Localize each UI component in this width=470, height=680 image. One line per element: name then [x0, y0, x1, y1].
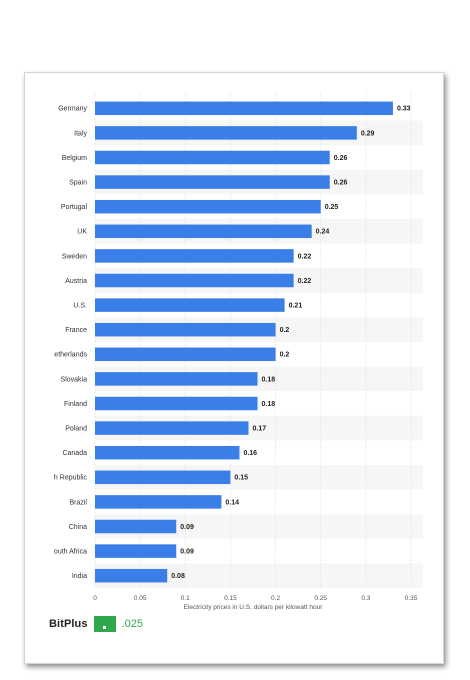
bar: [95, 396, 258, 411]
bar: [95, 495, 222, 509]
brand-badge-icon: [93, 616, 116, 632]
value-label: 0.33: [397, 106, 411, 113]
category-label: Spain: [69, 180, 87, 187]
bar: [95, 126, 357, 140]
brand-name: BitPlus: [49, 618, 88, 630]
value-label: 0.22: [298, 253, 312, 260]
brand-footer: BitPlus .025: [49, 616, 143, 632]
bar: [95, 421, 249, 435]
category-label: Austria: [65, 278, 87, 285]
category-labels: Germany Italy Belgium Spain Portugal UK Sweden…: [54, 106, 88, 580]
category-label: India: [72, 573, 87, 580]
value-label: 0.21: [289, 303, 303, 310]
category-label: outh Africa: [54, 549, 87, 556]
bar: [95, 224, 312, 239]
bar: [95, 298, 285, 312]
x-tick-label: 0.2: [271, 595, 280, 602]
bar: [95, 273, 294, 288]
category-label: h Republic: [54, 475, 88, 482]
value-label: 0.17: [252, 426, 266, 433]
x-tick-label: 0.15: [224, 595, 237, 602]
bar: [95, 445, 240, 460]
bar: [95, 175, 330, 189]
x-tick-label: 0.35: [405, 595, 418, 602]
category-label: China: [69, 524, 87, 531]
value-label: 0.2: [280, 327, 290, 334]
category-label: France: [65, 327, 87, 334]
value-label: 0.26: [334, 155, 348, 162]
bar: [95, 372, 258, 386]
bar: [95, 568, 168, 583]
value-label: 0.26: [334, 180, 348, 187]
bar: [95, 544, 177, 558]
category-label: Brazil: [69, 499, 87, 506]
value-label: 0.16: [243, 450, 257, 457]
value-label: 0.08: [171, 573, 185, 580]
bar-chart: Germany Italy Belgium Spain Portugal UK Sweden…: [54, 92, 423, 611]
value-label: 0.18: [262, 401, 276, 408]
category-label: Sweden: [62, 253, 87, 260]
value-label: 0.09: [180, 549, 194, 556]
value-label: 0.2: [280, 352, 290, 359]
bar: [95, 150, 330, 165]
bars: [95, 101, 393, 583]
x-tick-label: 0.25: [314, 595, 327, 602]
bar: [95, 470, 231, 485]
value-label: 0.09: [180, 524, 194, 531]
category-label: Finland: [64, 401, 87, 408]
value-label: 0.15: [234, 475, 248, 482]
x-tick-label: 0: [93, 595, 97, 602]
value-label: 0.24: [316, 229, 330, 236]
category-label: UK: [77, 229, 87, 236]
category-label: Germany: [58, 106, 87, 113]
bar: [95, 199, 321, 214]
category-label: U.S.: [73, 303, 87, 310]
category-label: Slovakia: [61, 376, 88, 383]
value-label: 0.18: [262, 376, 276, 383]
bar: [95, 519, 177, 534]
category-label: Belgium: [62, 155, 87, 162]
value-label: 0.25: [325, 204, 339, 211]
value-label: 0.14: [225, 499, 239, 506]
category-label: Portugal: [61, 204, 88, 211]
category-label: etherlands: [54, 352, 87, 359]
x-tick-label: 0.05: [134, 595, 147, 602]
category-label: Italy: [74, 130, 87, 137]
x-tick-label: 0.1: [181, 595, 190, 602]
bar: [95, 347, 276, 362]
bar: [95, 101, 393, 116]
bar: [95, 249, 294, 263]
value-label: 0.29: [361, 130, 375, 137]
value-label: 0.22: [298, 278, 312, 285]
x-tick-label: 0.3: [361, 595, 370, 602]
category-label: Canada: [62, 450, 87, 457]
x-axis-title: Electricity prices in U.S. dollars per k…: [184, 604, 324, 611]
category-label: Poland: [65, 426, 87, 433]
chart-card: Germany Italy Belgium Spain Portugal UK Sweden…: [24, 72, 444, 664]
value-labels: 0.33 0.29 0.26 0.26 0.25 0.24 0.22 0.22 0.21 0.2 0…: [171, 106, 410, 580]
brand-value: .025: [121, 618, 144, 630]
x-axis-ticks: 0 0.05 0.1 0.15 0.2 0.25 0.3 0.35: [93, 595, 418, 602]
bar: [95, 322, 276, 337]
